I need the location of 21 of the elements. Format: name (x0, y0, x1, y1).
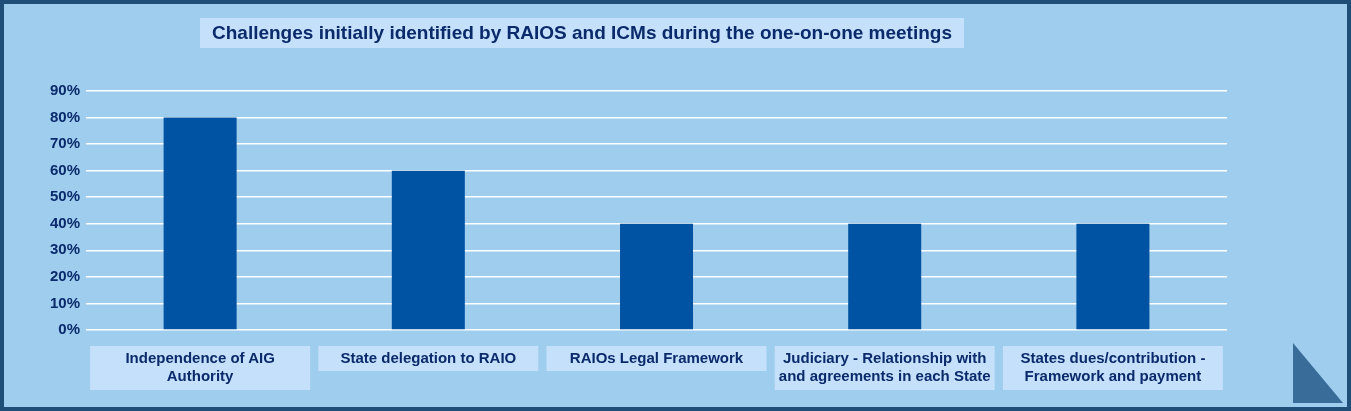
bar (620, 223, 694, 330)
bar (163, 117, 237, 330)
y-tick-label: 30% (49, 240, 81, 258)
y-tick-label: 50% (49, 187, 81, 205)
y-tick-label: 90% (49, 81, 81, 99)
chart-title: Challenges initially identified by RAIOS and ICMs during the one-on-one meetings (200, 18, 965, 48)
x-tick-label: State delegation to RAIO (340, 349, 517, 367)
bar (848, 223, 922, 330)
y-tick-label: 60% (49, 160, 81, 178)
y-tick-label: 80% (49, 107, 81, 125)
x-tick-label: Independence of AIG Authority (125, 349, 275, 385)
bar (391, 170, 465, 330)
y-tick-label: 70% (49, 134, 81, 152)
x-tick-label: RAIOs Legal Framework (569, 349, 744, 367)
y-tick-label: 20% (49, 267, 81, 285)
y-tick-label: 40% (49, 213, 81, 231)
x-tick-label: States dues/contribution - Framework and payment (1020, 349, 1206, 385)
bar (1076, 223, 1150, 330)
y-tick-label: 10% (49, 293, 81, 311)
y-tick-label: 0% (58, 320, 81, 338)
x-tick-label: Judiciary - Relationship with and agreements in each State (778, 349, 991, 385)
